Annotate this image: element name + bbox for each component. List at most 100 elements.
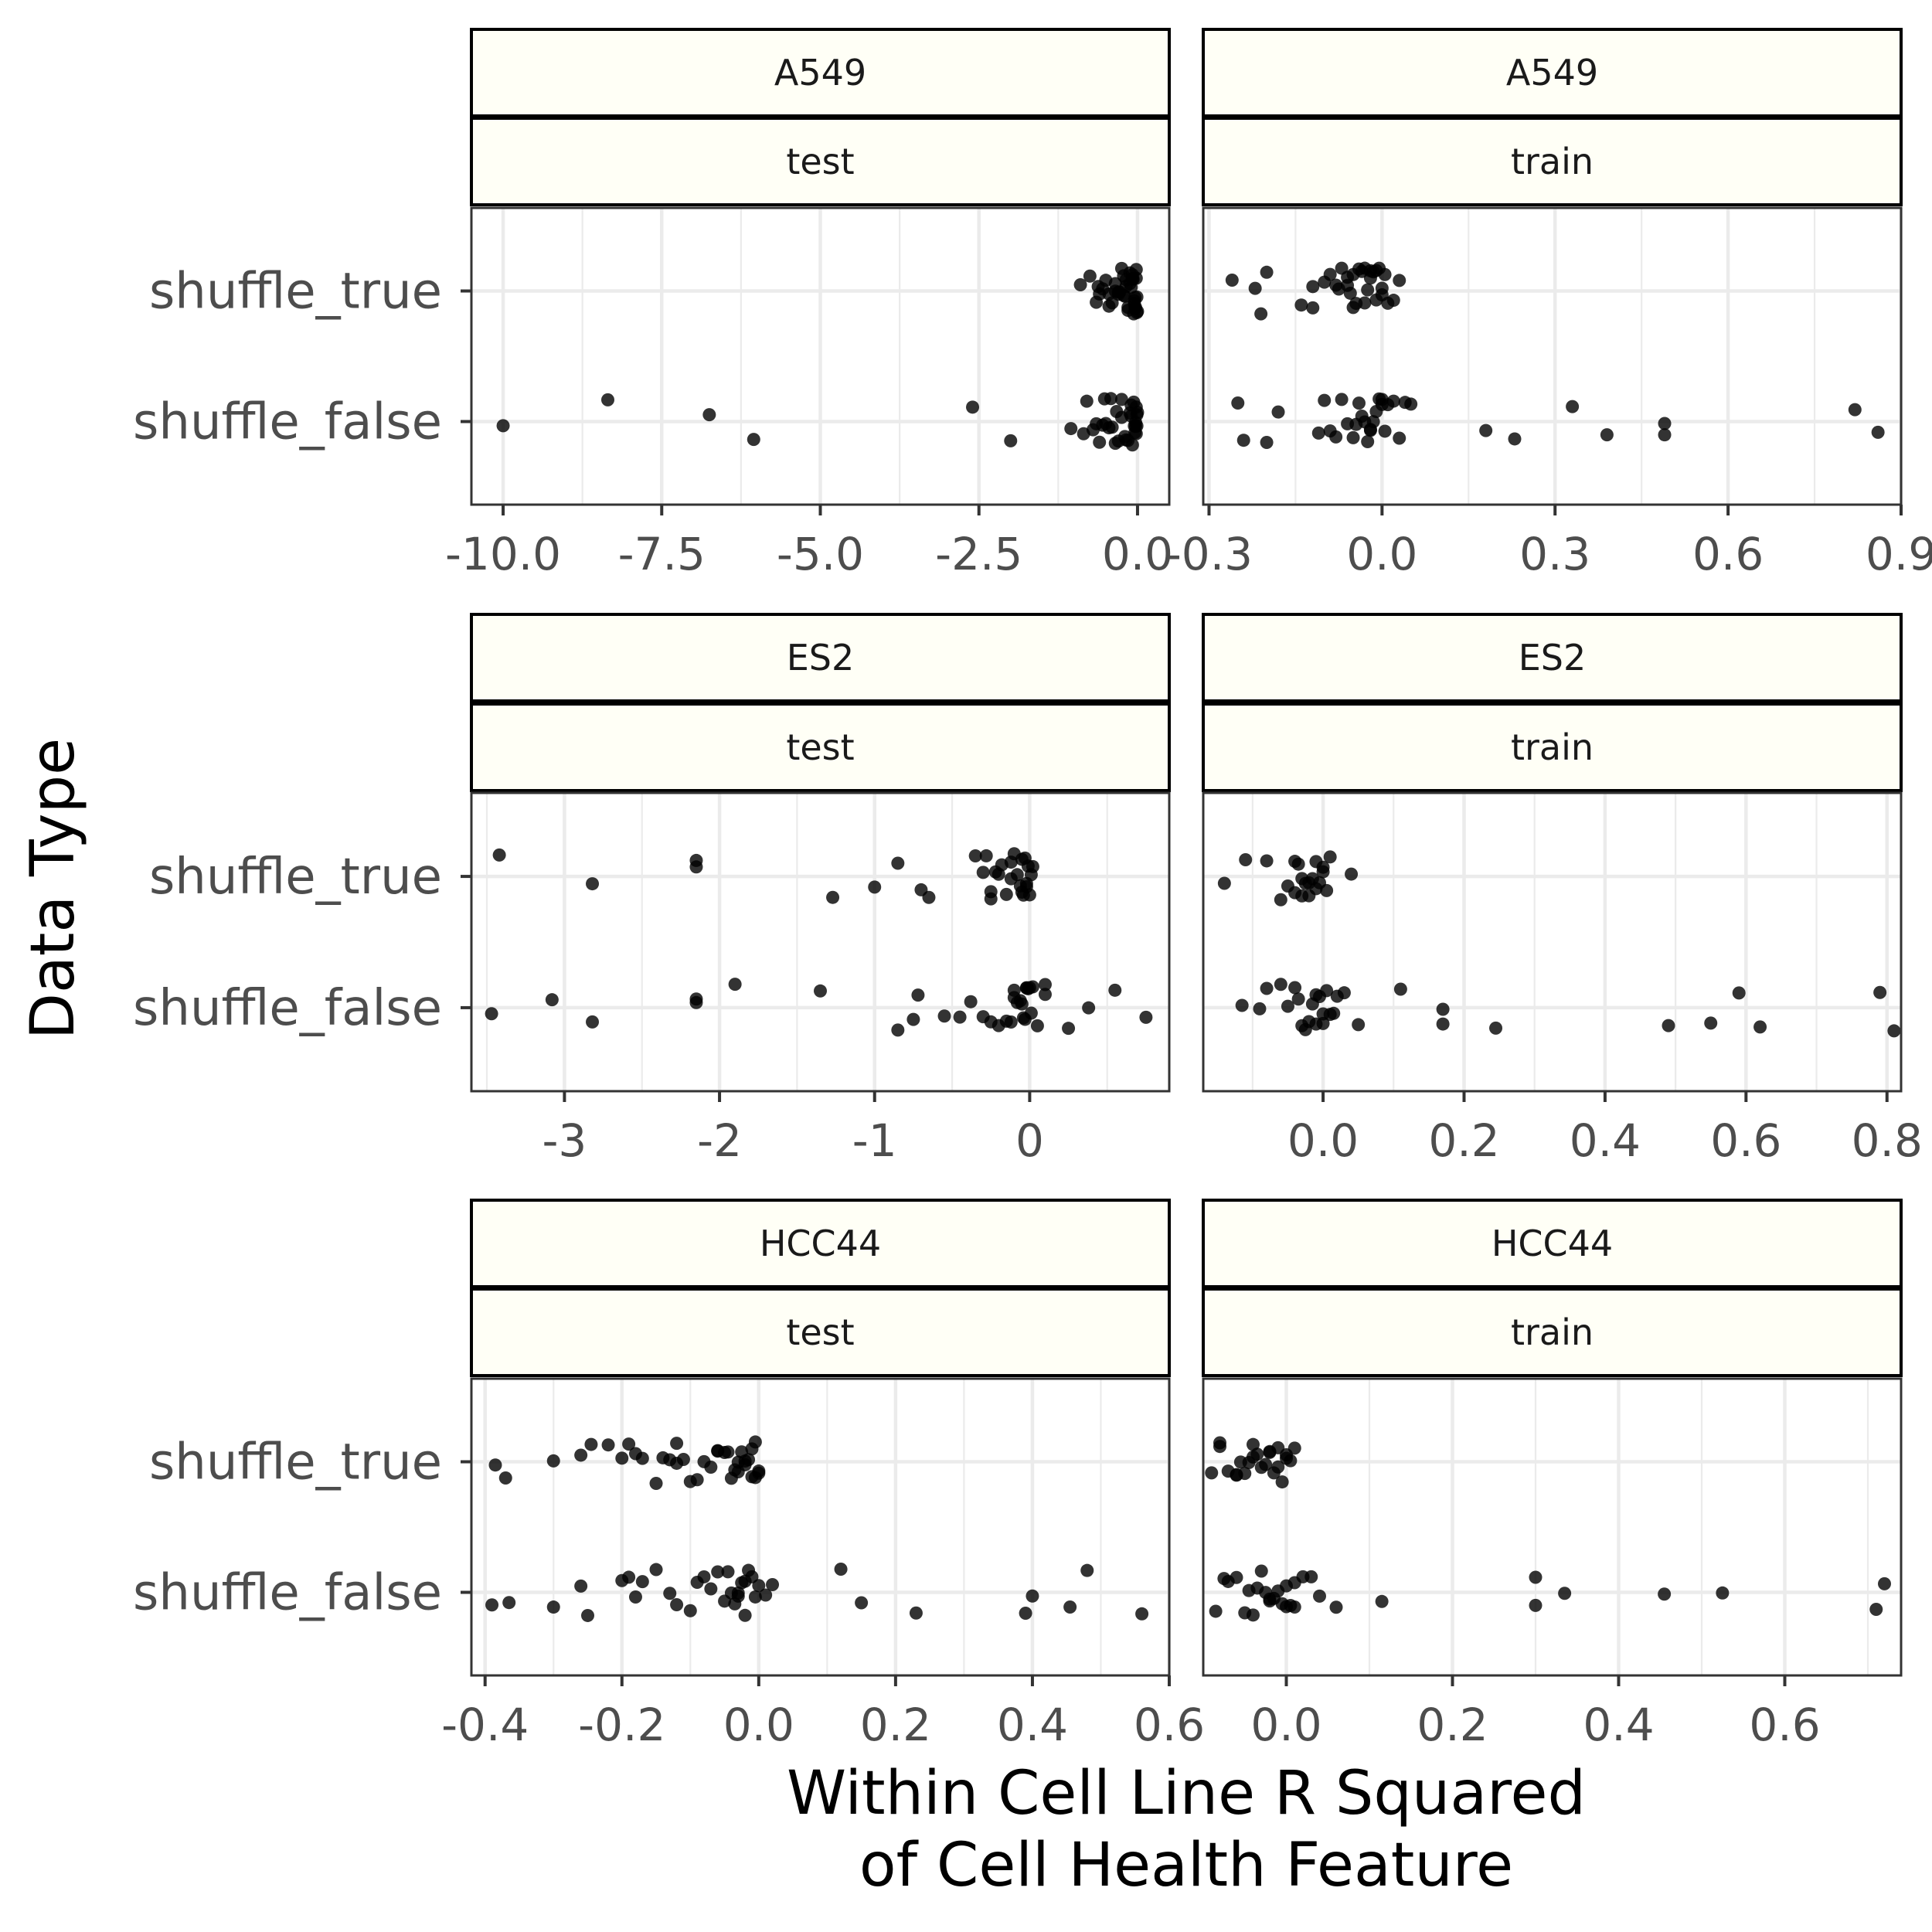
data-point	[711, 1444, 725, 1458]
data-point	[976, 866, 990, 879]
y-tick-label: shuffle_true	[149, 1434, 442, 1492]
strip-data-split	[1202, 117, 1903, 206]
data-point	[1288, 855, 1302, 869]
data-point	[1128, 291, 1142, 304]
data-point	[574, 1448, 588, 1462]
data-point	[1871, 425, 1885, 439]
data-point	[1097, 392, 1111, 406]
data-point	[979, 849, 993, 862]
data-point	[1378, 267, 1392, 281]
data-point	[496, 419, 510, 433]
data-point	[1225, 274, 1239, 287]
data-point	[1375, 1594, 1389, 1608]
data-point	[1358, 261, 1372, 275]
data-point	[1260, 981, 1274, 995]
data-point	[1260, 265, 1274, 279]
panel-border	[1202, 791, 1903, 1093]
data-point	[1119, 433, 1133, 447]
x-axis-title-line-1: Within Cell Line R Squared	[787, 1759, 1586, 1828]
data-point	[1260, 435, 1274, 449]
panel-background	[471, 793, 1169, 1091]
data-point	[922, 890, 936, 904]
data-point	[1378, 424, 1392, 438]
data-point	[1375, 281, 1389, 295]
data-point	[1108, 277, 1122, 291]
data-point	[1337, 986, 1351, 1000]
data-point	[1038, 988, 1052, 1002]
x-tick-label: 0	[1015, 1114, 1044, 1167]
data-point	[485, 1598, 499, 1612]
strip-data-split-label: test	[786, 726, 854, 768]
data-point	[1404, 397, 1418, 411]
panel-border	[470, 1377, 1171, 1677]
data-point	[1313, 1589, 1326, 1603]
data-point	[1316, 1007, 1330, 1021]
y-tick-label: shuffle_true	[149, 849, 442, 906]
x-tick-label: -7.5	[618, 528, 706, 580]
data-point	[622, 1437, 636, 1451]
data-point	[738, 1608, 752, 1622]
data-point	[1110, 405, 1124, 419]
strip-cell-line-label: A549	[774, 52, 866, 94]
data-point	[1294, 298, 1308, 312]
data-point	[984, 892, 998, 906]
data-point	[1363, 423, 1377, 437]
data-point	[1658, 417, 1672, 430]
x-tick-label: 0.0	[723, 1699, 794, 1751]
data-point	[581, 1608, 594, 1622]
strip-cell-line	[1202, 613, 1903, 702]
x-tick-label: 0.2	[1417, 1699, 1488, 1751]
x-tick-label: -2	[697, 1114, 742, 1167]
data-point	[1386, 294, 1400, 308]
data-point	[1346, 430, 1360, 444]
data-point	[1030, 1019, 1044, 1032]
data-point	[586, 1015, 600, 1029]
panel-background	[1203, 1379, 1901, 1675]
data-point	[1280, 1448, 1293, 1462]
data-point	[1271, 1460, 1285, 1474]
data-point	[1318, 393, 1332, 407]
data-point	[1007, 983, 1021, 997]
data-point	[1393, 982, 1407, 996]
data-point	[1135, 1607, 1149, 1621]
data-point	[1105, 420, 1119, 434]
data-point	[1108, 983, 1122, 997]
data-point	[891, 856, 905, 870]
data-point	[748, 1435, 762, 1449]
data-point	[1280, 1600, 1293, 1614]
strip-data-split	[1202, 1287, 1903, 1377]
data-point	[953, 1010, 967, 1024]
data-point	[1566, 400, 1580, 413]
strip-cell-line-label: HCC44	[1492, 1223, 1613, 1264]
x-axis-title-line-2: of Cell Health Feature	[859, 1831, 1513, 1900]
data-point	[1073, 277, 1087, 291]
data-point	[731, 1455, 745, 1469]
data-point	[1323, 850, 1337, 864]
data-point	[1263, 1594, 1277, 1608]
x-tick-label: 0.0	[1287, 1114, 1359, 1167]
panel-background	[1203, 793, 1901, 1091]
data-point	[1306, 301, 1320, 315]
x-tick-label: -5.0	[777, 528, 864, 580]
data-point	[1221, 1574, 1235, 1588]
data-point	[1254, 1564, 1268, 1578]
data-point	[1558, 1587, 1572, 1600]
data-point	[721, 1565, 735, 1579]
data-point	[1436, 1002, 1450, 1016]
data-point	[826, 890, 840, 904]
data-point	[1361, 283, 1375, 297]
x-tick-label: 0.4	[1570, 1114, 1641, 1167]
data-point	[1271, 405, 1285, 419]
x-tick-label: 0.8	[1852, 1114, 1923, 1167]
data-point	[1015, 885, 1029, 899]
data-point	[1090, 417, 1104, 430]
facet-a549-train: A549 train -0.3 0.0 0.3 0.6 0.9	[1165, 28, 1932, 580]
data-point	[814, 984, 827, 998]
data-point	[1753, 1020, 1767, 1034]
data-point	[628, 1590, 642, 1604]
data-point	[502, 1596, 516, 1610]
data-point	[683, 1604, 697, 1617]
data-point	[1235, 998, 1249, 1012]
data-point	[622, 1570, 636, 1584]
